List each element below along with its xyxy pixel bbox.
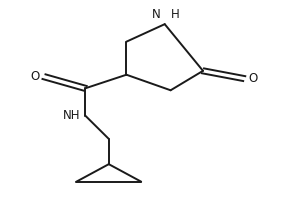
Text: H: H xyxy=(171,8,179,21)
Text: NH: NH xyxy=(63,109,81,122)
Text: N: N xyxy=(152,8,160,21)
Text: O: O xyxy=(249,72,258,85)
Text: O: O xyxy=(30,70,40,83)
